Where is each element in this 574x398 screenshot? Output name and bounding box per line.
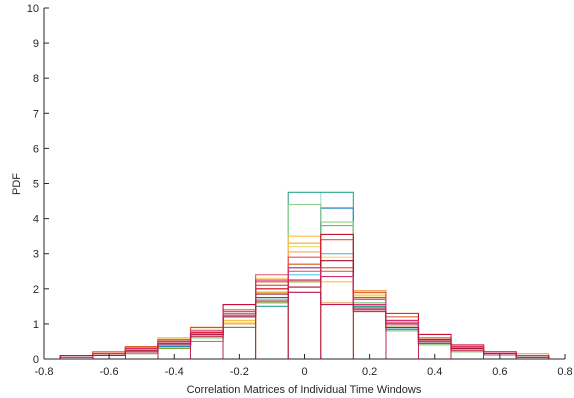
histogram-series-1 bbox=[59, 207, 550, 359]
x-tick-label: 0.2 bbox=[362, 366, 377, 378]
histogram-series-2 bbox=[59, 253, 550, 359]
x-tick-label: -0.6 bbox=[100, 366, 119, 378]
x-tick-label: -0.4 bbox=[165, 366, 184, 378]
histogram-series-15 bbox=[59, 267, 550, 359]
y-tick-label: 2 bbox=[33, 284, 39, 296]
plot-area: -0.8 -0.6 -0.4 -0.2 0 0.2 0.4 0.6 0.8 0 1 2 3 4 5 6 7 8 9 1… bbox=[27, 3, 573, 378]
x-tick-label: -0.8 bbox=[35, 366, 54, 378]
y-tick-label: 1 bbox=[33, 319, 39, 331]
y-tick-label: 6 bbox=[33, 143, 39, 155]
y-tick-label: 4 bbox=[33, 214, 39, 226]
y-tick-label: 8 bbox=[33, 73, 39, 85]
histogram-series-11 bbox=[59, 239, 550, 359]
axes bbox=[43, 7, 566, 360]
histogram-series-14 bbox=[59, 260, 550, 359]
y-tick-label: 9 bbox=[33, 38, 39, 50]
y-tick-label: 3 bbox=[33, 249, 39, 261]
histogram-series-6 bbox=[59, 242, 550, 359]
histogram-series-8 bbox=[59, 235, 550, 359]
x-axis-label: Correlation Matrices of Individual Time … bbox=[187, 384, 422, 396]
y-tick-label: 7 bbox=[33, 108, 39, 120]
y-tick-label: 10 bbox=[27, 3, 39, 15]
x-tick-label: 0.6 bbox=[492, 366, 507, 378]
histogram-series-13 bbox=[59, 233, 550, 359]
histogram-series-7 bbox=[59, 246, 550, 359]
x-tick-label: 0.8 bbox=[557, 366, 572, 378]
y-axis-label: PDF bbox=[11, 173, 23, 195]
tick-labels: -0.8 -0.6 -0.4 -0.2 0 0.2 0.4 0.6 0.8 0 1 2 3 4 5 6 7 8 9 1… bbox=[27, 3, 573, 378]
x-tick-label: -0.2 bbox=[230, 366, 249, 378]
histogram-series-4 bbox=[59, 191, 550, 359]
x-tick-label: 0.4 bbox=[427, 366, 442, 378]
y-tick-label: 5 bbox=[33, 179, 39, 191]
y-tick-label: 0 bbox=[33, 354, 39, 366]
histogram-series-layer bbox=[59, 191, 550, 359]
x-tick-label: 0 bbox=[301, 366, 307, 378]
